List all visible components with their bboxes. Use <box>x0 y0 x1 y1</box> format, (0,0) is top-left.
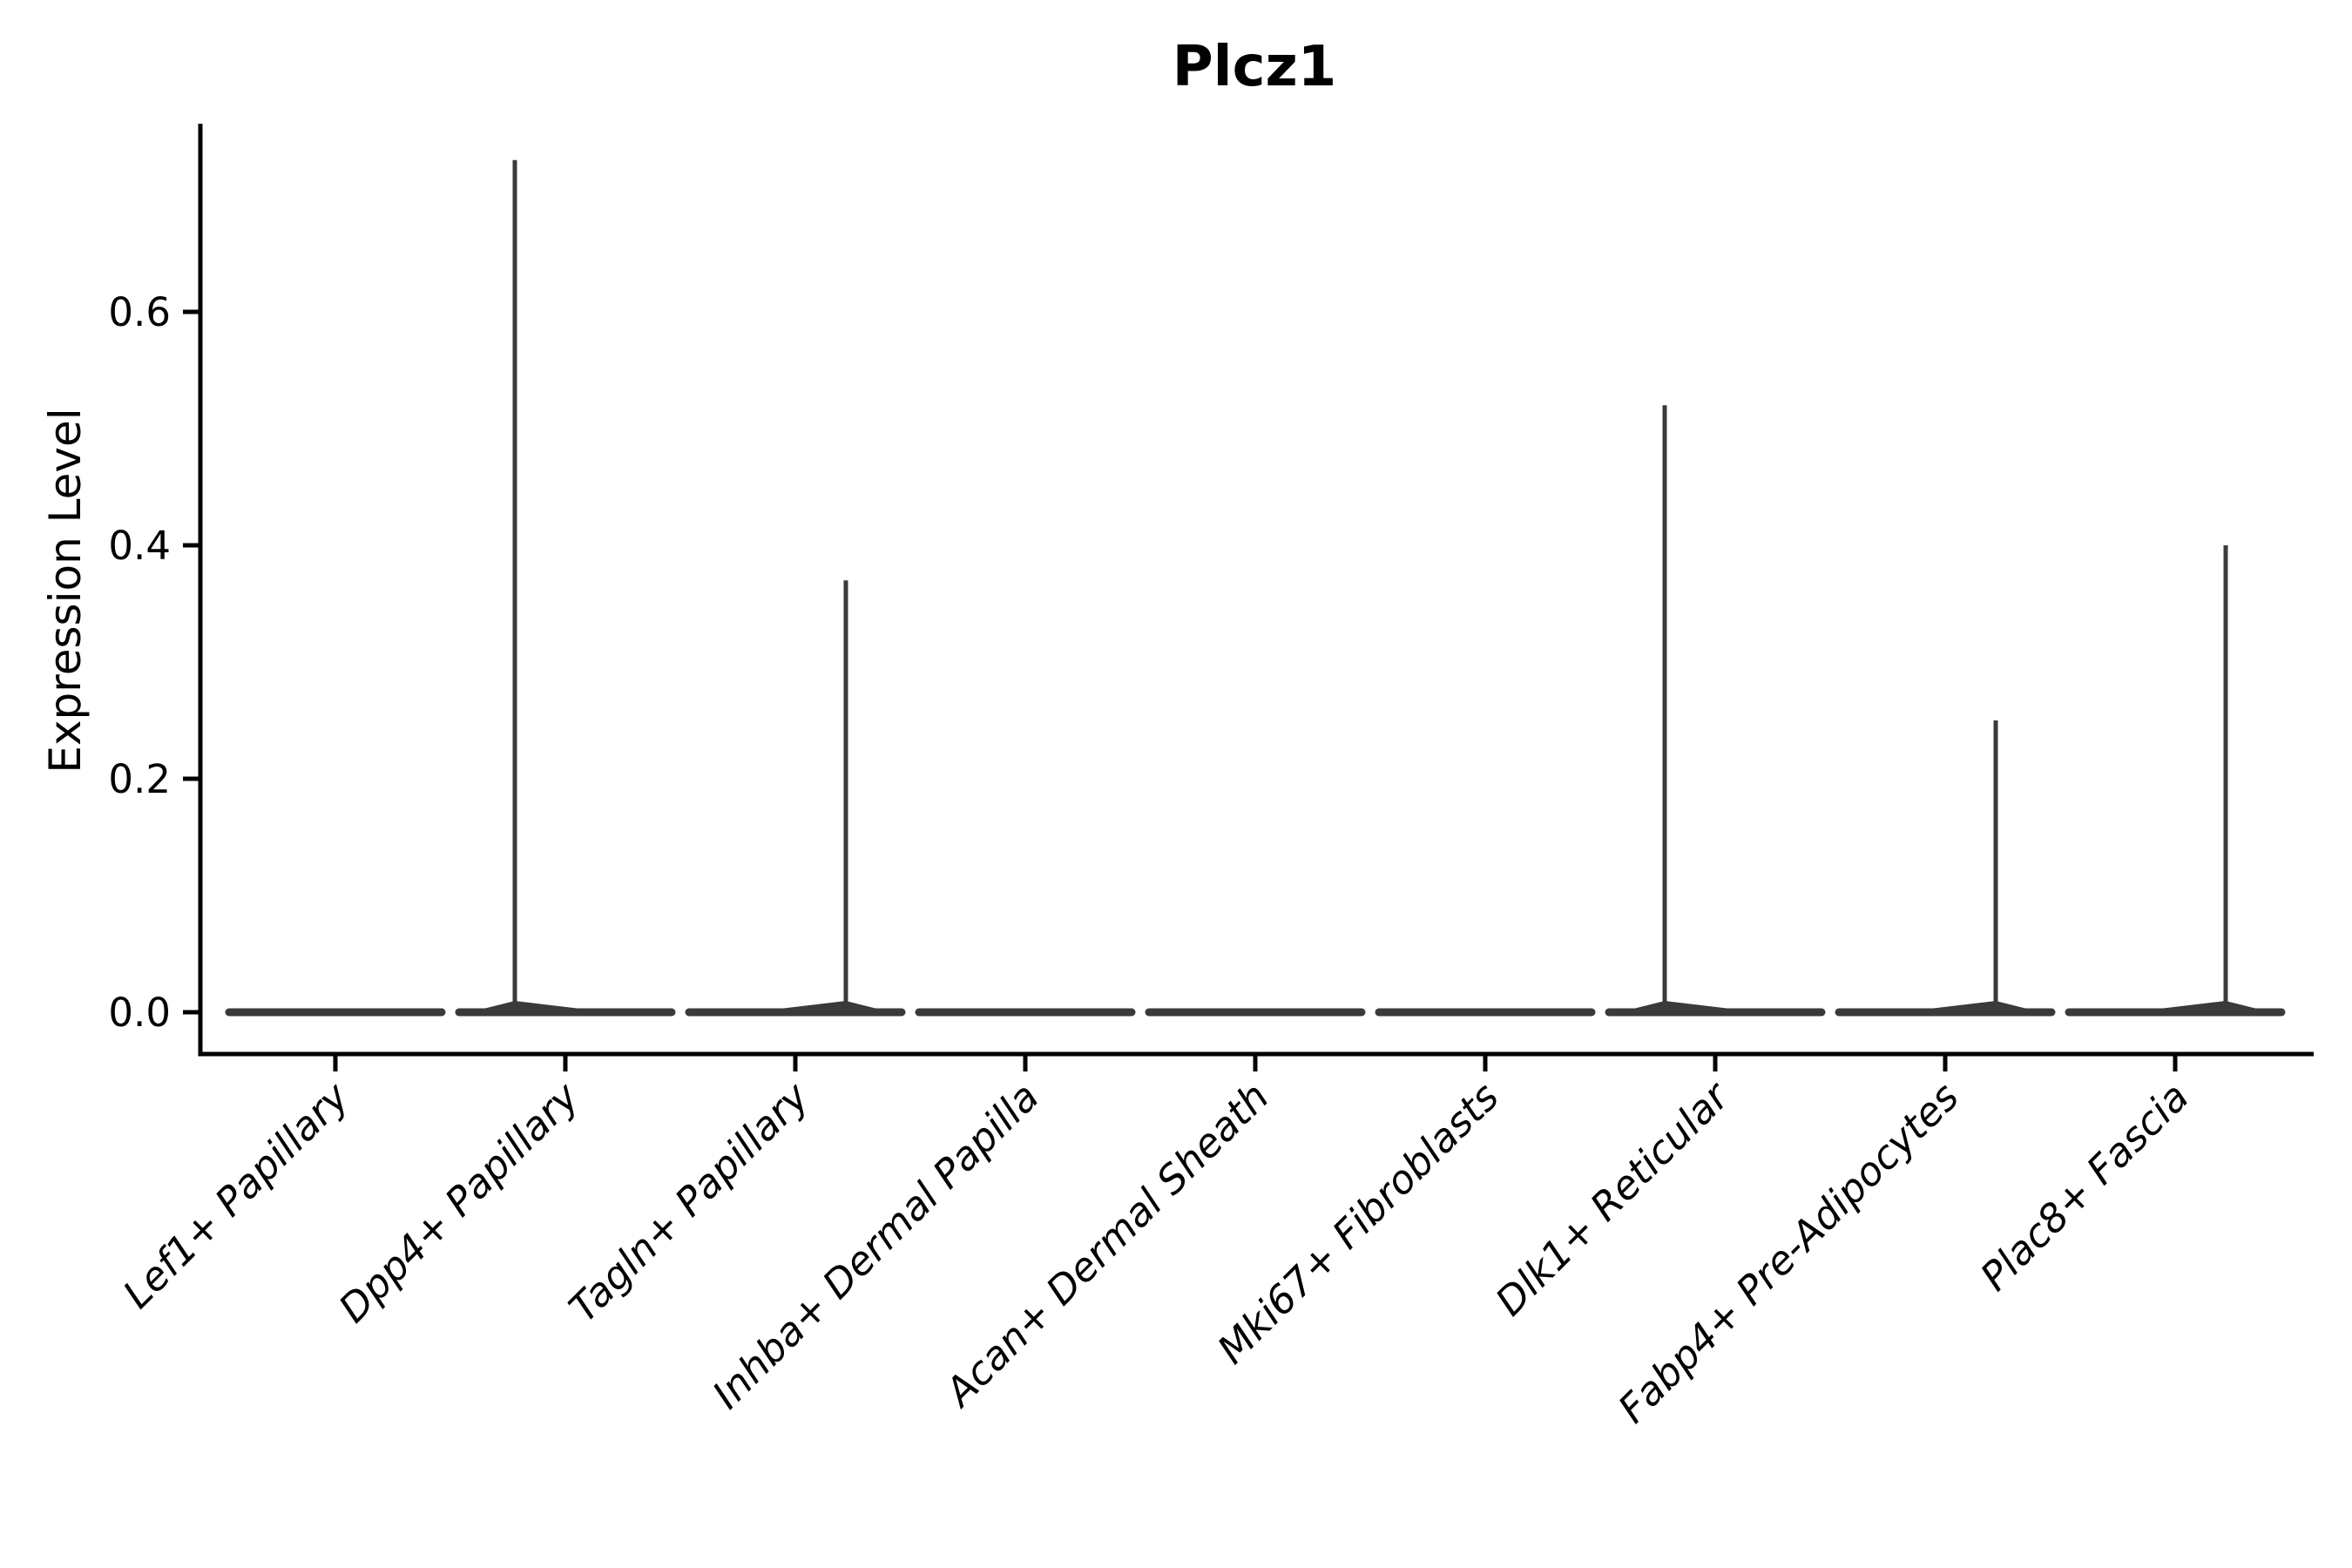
violins <box>225 159 2286 1017</box>
violin-spike-flare <box>2108 1001 2281 1015</box>
x-tick-label: Tagln+ Papillary <box>560 1072 819 1331</box>
violin-7 <box>1605 405 1826 1017</box>
violin-spike-flare <box>1609 1001 1782 1015</box>
axes <box>183 124 2314 1071</box>
x-tick-label: Lef1+ Papillary <box>114 1072 359 1317</box>
y-axis-label: Expression Level <box>40 408 91 773</box>
violin-spike-flare <box>1878 1001 2051 1015</box>
y-tick-label: 0.2 <box>108 756 171 802</box>
violin-2 <box>455 159 676 1017</box>
chart-title: Plcz1 <box>1173 35 1337 99</box>
y-tick-label: 0.6 <box>108 289 171 335</box>
x-tick-label: Dpp4+ Papillary <box>330 1072 589 1331</box>
x-tick-label: Plac8+ Fascia <box>1971 1073 2198 1300</box>
y-tick-label: 0.0 <box>108 990 171 1036</box>
violin-spike-flare <box>459 1001 632 1015</box>
violin-spike-flare <box>728 1001 902 1015</box>
x-tick-label: Dlk1+ Reticular <box>1486 1072 1739 1325</box>
violin-9 <box>2065 545 2286 1017</box>
violin-8 <box>1835 720 2056 1017</box>
y-tick-label: 0.4 <box>108 523 171 569</box>
violin-3 <box>685 580 906 1017</box>
y-tick-labels: 0.0 0.2 0.4 0.6 <box>108 289 171 1036</box>
